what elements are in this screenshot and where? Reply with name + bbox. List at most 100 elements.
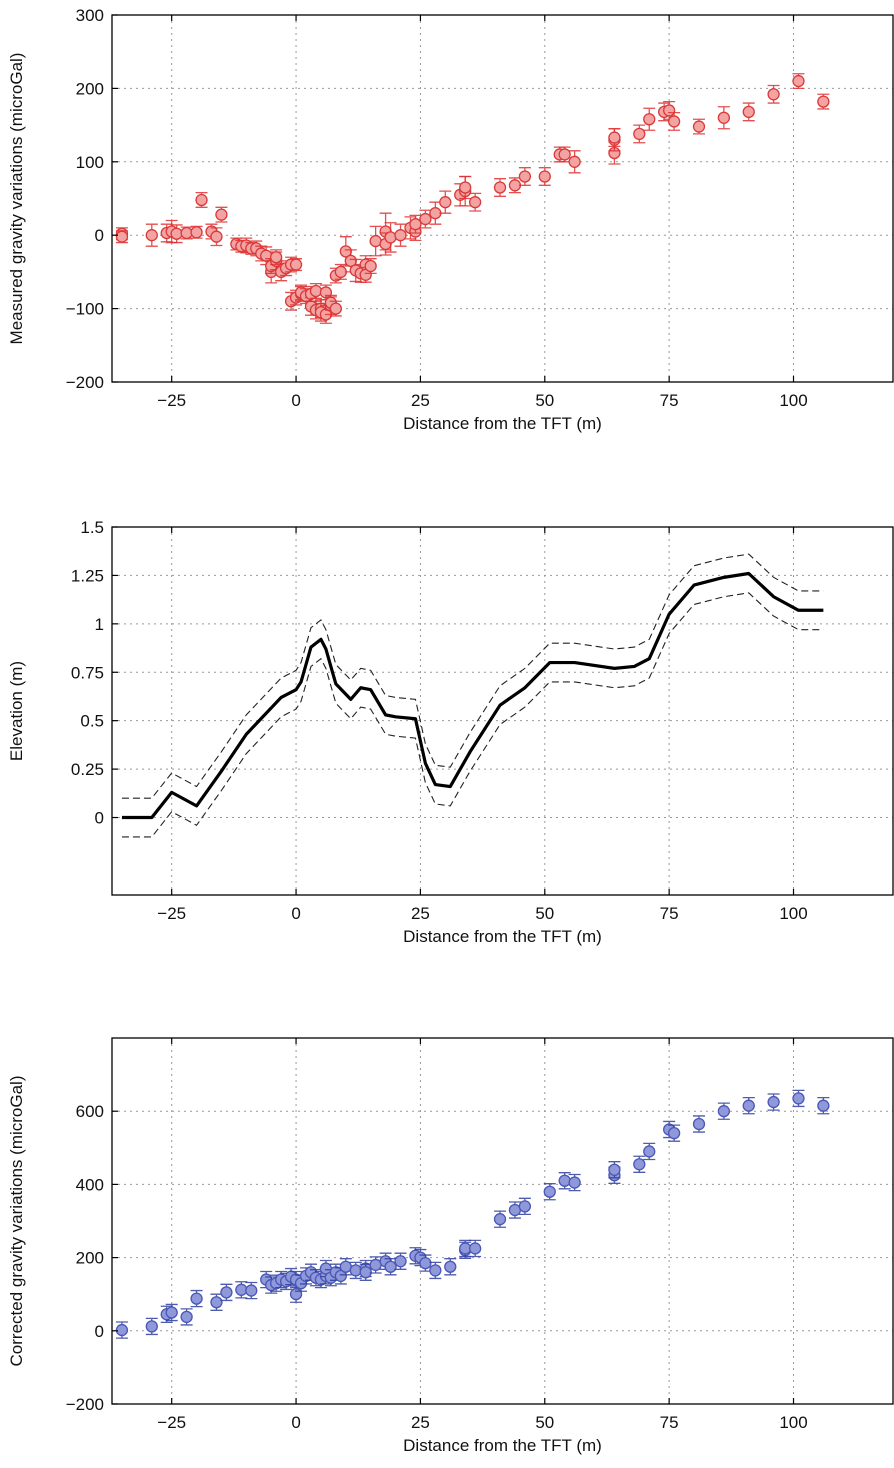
data-point xyxy=(215,208,228,221)
data-point xyxy=(429,1264,442,1277)
elevation-line xyxy=(121,571,824,820)
x-tick-label: 100 xyxy=(779,1413,807,1432)
data-point xyxy=(608,131,621,144)
y-tick-label: 0.75 xyxy=(71,663,104,682)
data-point xyxy=(742,1099,755,1112)
data-point xyxy=(210,230,223,243)
y-axis-label: Corrected gravity variations (microGal) xyxy=(7,1076,26,1367)
x-tick-label: 50 xyxy=(535,1413,554,1432)
uncertainty-line xyxy=(121,592,824,838)
data-point xyxy=(145,1320,158,1333)
data-point xyxy=(568,155,581,168)
data-point xyxy=(662,104,676,117)
x-axis-label: Distance from the TFT (m) xyxy=(403,927,602,946)
x-tick-label: −25 xyxy=(157,1413,186,1432)
y-tick-label: 1.5 xyxy=(80,518,104,537)
data-point xyxy=(568,1176,581,1189)
plot-frame xyxy=(111,14,894,383)
data-point xyxy=(667,1127,681,1140)
data-point xyxy=(633,127,646,141)
data-point xyxy=(349,1264,362,1277)
data-point xyxy=(468,196,482,209)
data-point xyxy=(508,179,522,192)
data-point xyxy=(369,234,382,248)
data-point xyxy=(439,196,452,209)
data-point xyxy=(329,302,343,315)
y-tick-label: −200 xyxy=(66,373,104,392)
x-tick-label: 50 xyxy=(535,391,554,410)
y-tick-label: 100 xyxy=(76,153,104,172)
x-tick-label: 100 xyxy=(779,904,807,923)
data-point xyxy=(692,120,706,133)
data-point xyxy=(429,207,442,220)
data-point xyxy=(643,113,656,126)
y-axis-label: Elevation (m) xyxy=(7,661,26,761)
x-tick-label: 75 xyxy=(660,1413,679,1432)
y-tick-label: 300 xyxy=(76,6,104,25)
x-tick-label: 0 xyxy=(291,391,300,410)
x-tick-label: 25 xyxy=(411,391,430,410)
data-point xyxy=(518,170,532,183)
y-tick-label: 400 xyxy=(76,1175,104,1194)
y-tick-label: 0.25 xyxy=(71,760,104,779)
x-tick-label: 100 xyxy=(779,391,807,410)
data-point xyxy=(643,1145,656,1158)
data-point xyxy=(309,284,323,298)
data-point xyxy=(180,1310,193,1324)
data-point xyxy=(190,1292,203,1305)
y-tick-label: 1.25 xyxy=(71,566,104,585)
panel-corrected-gravity: −25 0 25 50 75 100 −200 0 200 400 600 Distance fro… xyxy=(7,1037,894,1455)
data-point xyxy=(210,1296,223,1309)
data-point xyxy=(558,1174,571,1187)
plot-frame xyxy=(111,526,894,896)
data-point xyxy=(717,111,731,124)
data-point xyxy=(394,1255,407,1268)
y-axis-label: Measured gravity variations (microGal) xyxy=(7,53,26,345)
data-point xyxy=(289,258,303,271)
data-point xyxy=(767,1095,780,1109)
data-point xyxy=(817,1099,830,1112)
x-axis-label: Distance from the TFT (m) xyxy=(403,1436,602,1455)
data-point xyxy=(195,193,208,207)
data-point xyxy=(270,251,283,264)
data-point xyxy=(334,1269,347,1283)
data-point xyxy=(245,1284,258,1297)
x-tick-label: 25 xyxy=(411,1413,430,1432)
data-point xyxy=(145,229,158,242)
x-tick-label: 75 xyxy=(660,391,679,410)
y-tick-label: 1 xyxy=(95,615,104,634)
data-point xyxy=(220,1286,233,1299)
y-tick-label: 0 xyxy=(95,226,104,245)
x-tick-label: −25 xyxy=(157,391,186,410)
data-point xyxy=(165,1306,178,1319)
data-point xyxy=(419,1256,432,1270)
data-point xyxy=(419,212,432,226)
x-tick-label: 0 xyxy=(291,904,300,923)
y-tick-label: 0.5 xyxy=(80,712,104,731)
data-point xyxy=(792,74,805,88)
x-tick-label: 50 xyxy=(535,904,554,923)
x-tick-label: 75 xyxy=(660,904,679,923)
data-point xyxy=(289,1288,303,1301)
panel-measured-gravity: −25 0 25 50 75 100 −200 −100 0 100 200 300 Distance… xyxy=(7,6,894,433)
data-point xyxy=(409,218,422,231)
data-point xyxy=(558,148,571,161)
x-axis-label: Distance from the TFT (m) xyxy=(403,414,602,433)
y-tick-label: 200 xyxy=(76,1249,104,1268)
data-point xyxy=(444,1260,457,1273)
data-point xyxy=(384,1260,397,1273)
data-point xyxy=(518,1200,532,1213)
data-point xyxy=(817,95,830,108)
panel-elevation: −25 0 25 50 75 100 0 0.25 0.5 0.75 1 1.25 1.5 Distan… xyxy=(7,518,894,946)
data-point xyxy=(792,1092,805,1105)
data-point xyxy=(334,265,347,279)
data-point xyxy=(692,1117,706,1131)
y-tick-label: 600 xyxy=(76,1102,104,1121)
x-tick-label: 25 xyxy=(411,904,430,923)
data-point xyxy=(667,115,681,128)
uncertainty-line xyxy=(121,553,824,799)
data-point xyxy=(538,170,551,183)
data-point xyxy=(384,231,397,244)
y-tick-label: −200 xyxy=(66,1395,104,1414)
